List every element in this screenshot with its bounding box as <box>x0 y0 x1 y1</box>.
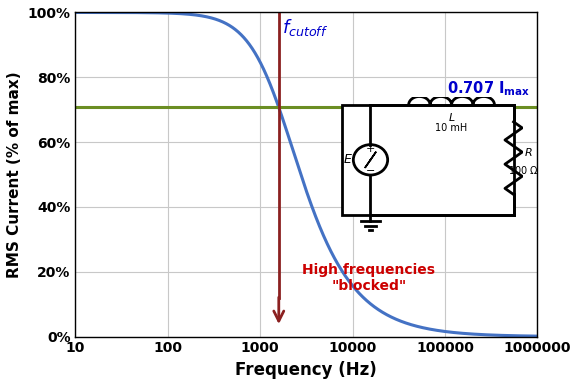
Text: R: R <box>525 148 533 158</box>
Text: $f_{cutoff}$: $f_{cutoff}$ <box>282 17 328 38</box>
Text: −: − <box>366 166 375 176</box>
Bar <box>342 105 514 215</box>
Text: L: L <box>449 113 455 124</box>
X-axis label: Frequency (Hz): Frequency (Hz) <box>235 361 377 379</box>
Y-axis label: RMS Current (% of max): RMS Current (% of max) <box>7 71 22 278</box>
Text: $\mathbf{0.707\ I_{max}}$: $\mathbf{0.707\ I_{max}}$ <box>447 80 529 98</box>
Text: 100 $\Omega$: 100 $\Omega$ <box>508 164 539 176</box>
Text: High frequencies
"blocked": High frequencies "blocked" <box>302 263 435 293</box>
Text: +: + <box>366 144 375 154</box>
Text: E: E <box>344 153 351 166</box>
Text: 10 mH: 10 mH <box>435 123 468 133</box>
